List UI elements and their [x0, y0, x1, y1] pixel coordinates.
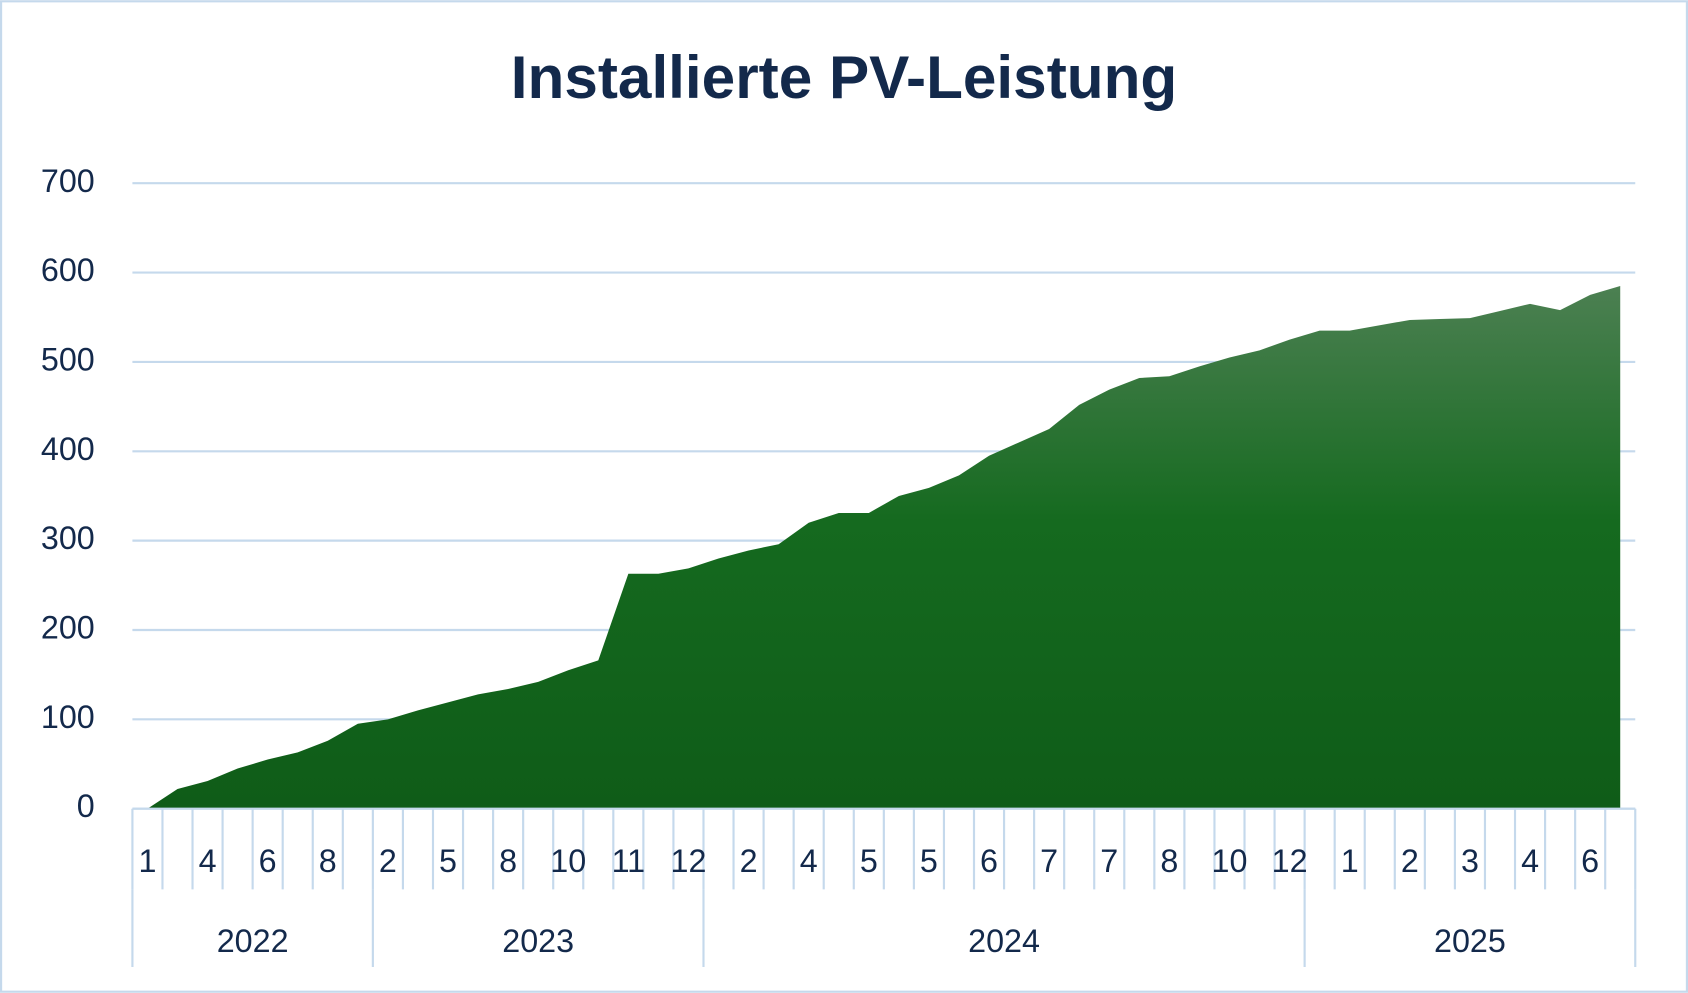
- x-tick-label: 7: [1040, 843, 1058, 879]
- y-tick-label: 0: [77, 788, 95, 824]
- x-tick-label: 11: [612, 843, 646, 879]
- y-tick-label: 700: [41, 163, 95, 199]
- x-tick-label: 3: [1461, 843, 1479, 879]
- x-tick-label: 6: [980, 843, 998, 879]
- y-tick-label: 400: [41, 431, 95, 467]
- x-tick-label: 8: [499, 843, 517, 879]
- y-tick-label: 600: [41, 252, 95, 288]
- x-tick-label: 4: [199, 843, 217, 879]
- group-label: 2023: [502, 923, 574, 959]
- x-tick-label: 6: [259, 843, 277, 879]
- x-tick-label: 12: [671, 843, 707, 879]
- y-tick-label: 200: [41, 610, 95, 646]
- x-tick-label: 2: [379, 843, 397, 879]
- x-tick-label: 5: [439, 843, 457, 879]
- x-tick-label: 5: [860, 843, 878, 879]
- x-tick-label: 10: [550, 843, 586, 879]
- group-label: 2025: [1434, 923, 1506, 959]
- x-tick-label: 6: [1581, 843, 1599, 879]
- y-tick-label: 500: [41, 341, 95, 377]
- x-tick-label: 7: [1100, 843, 1118, 879]
- chart-title: Installierte PV-Leistung: [511, 43, 1177, 111]
- x-tick-label: 8: [1160, 843, 1178, 879]
- x-tick-label: 10: [1212, 843, 1248, 879]
- x-tick-label: 8: [319, 843, 337, 879]
- group-label: 2024: [968, 923, 1040, 959]
- x-tick-label: 2: [1401, 843, 1419, 879]
- y-tick-label: 100: [41, 699, 95, 735]
- x-tick-label: 1: [138, 843, 156, 879]
- x-tick-label: 5: [920, 843, 938, 879]
- area: [147, 285, 1621, 809]
- x-tick-label: 4: [1521, 843, 1539, 879]
- x-tick-label: 2: [740, 843, 758, 879]
- x-tick-label: 12: [1272, 843, 1308, 879]
- x-tick-label: 1: [1341, 843, 1359, 879]
- y-tick-label: 300: [41, 520, 95, 556]
- group-label: 2022: [217, 923, 289, 959]
- x-tick-label: 4: [800, 843, 818, 879]
